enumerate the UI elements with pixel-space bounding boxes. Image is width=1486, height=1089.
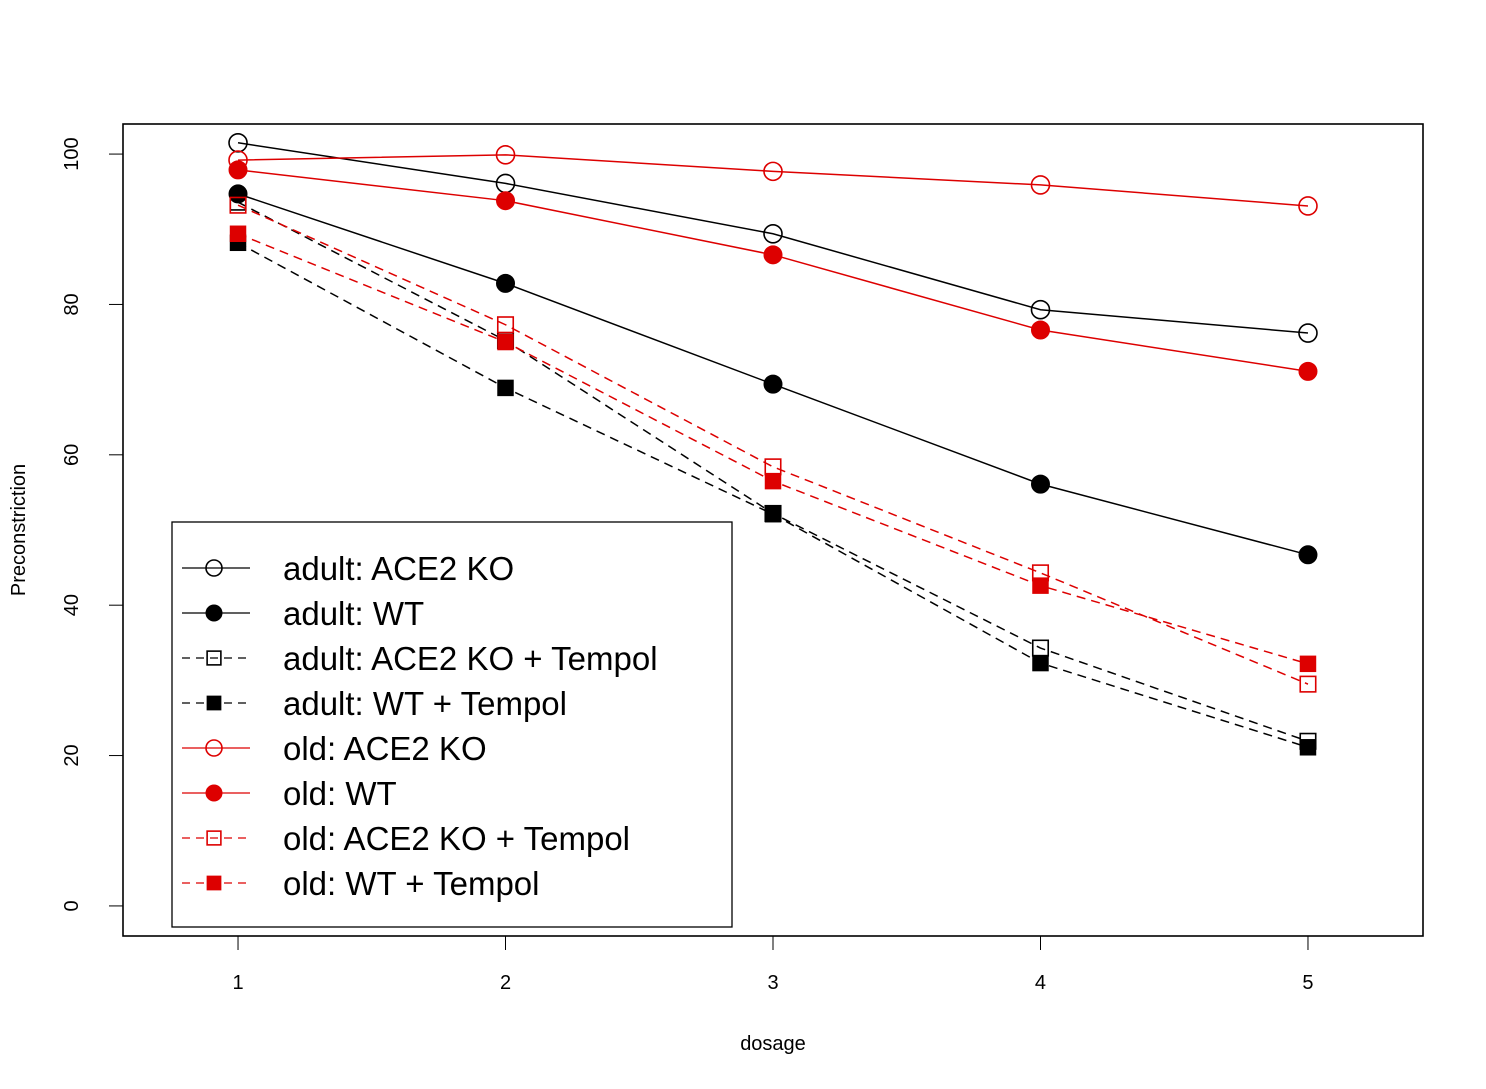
- legend-item: old: ACE2 KO + Tempol: [182, 820, 630, 857]
- y-tick-label: 40: [61, 594, 83, 616]
- data-point-open-circle: [1298, 196, 1318, 216]
- data-point-filled-square: [1299, 739, 1317, 756]
- legend-label: adult: ACE2 KO: [283, 550, 514, 587]
- data-point-filled-square: [1032, 654, 1049, 672]
- data-point-open-circle: [228, 132, 248, 153]
- legend-label: old: ACE2 KO + Tempol: [283, 820, 630, 857]
- data-point-open-circle: [495, 145, 516, 165]
- data-point-open-square: [229, 196, 247, 214]
- data-point-filled-square: [206, 695, 222, 711]
- data-point-open-circle: [205, 739, 223, 757]
- series-adult-ace2-ko: [228, 132, 1318, 343]
- data-point-filled-square: [764, 472, 782, 490]
- y-axis: 0 20 40 60 80 100: [61, 137, 124, 911]
- data-point-filled-square: [229, 225, 247, 243]
- data-point-filled-circle: [763, 374, 783, 394]
- series-adult-wt: [228, 184, 1318, 565]
- data-point-filled-circle: [496, 191, 516, 211]
- data-point-filled-square: [497, 379, 514, 397]
- data-point-open-circle: [1298, 323, 1318, 343]
- data-point-filled-circle: [205, 604, 223, 622]
- data-point-open-square: [206, 650, 222, 666]
- x-axis: 1 2 3 4 5: [232, 935, 1314, 994]
- legend-item: adult: WT: [182, 595, 424, 632]
- legend-item: old: WT: [182, 775, 397, 812]
- legend: adult: ACE2 KO adult: WT adult: ACE2 KO + …: [171, 521, 733, 928]
- y-axis-title: Preconstriction: [8, 464, 30, 596]
- x-axis-title: dosage: [740, 1033, 806, 1055]
- data-point-open-square: [1299, 675, 1317, 693]
- y-tick-label: 100: [61, 137, 83, 170]
- data-point-filled-circle: [1030, 474, 1050, 494]
- y-tick-label: 80: [61, 293, 83, 315]
- series-layer: [228, 132, 1318, 756]
- legend-label: adult: ACE2 KO + Tempol: [283, 640, 658, 677]
- legend-item: adult: WT + Tempol: [182, 685, 567, 722]
- x-tick-label: 1: [232, 972, 243, 994]
- data-point-filled-circle: [205, 784, 223, 802]
- legend-item: old: ACE2 KO: [182, 730, 487, 767]
- data-point-open-circle: [763, 223, 783, 244]
- legend-label: adult: WT: [283, 595, 424, 632]
- data-point-open-square: [496, 316, 515, 334]
- legend-label: old: WT + Tempol: [283, 865, 539, 902]
- series-line: [237, 142, 1309, 334]
- legend-item: old: WT + Tempol: [182, 865, 539, 902]
- x-tick-label: 5: [1302, 972, 1313, 994]
- data-point-filled-square: [206, 875, 222, 891]
- y-tick-label: 20: [61, 744, 83, 766]
- x-tick-label: 2: [500, 972, 511, 994]
- series-old-wt: [228, 160, 1318, 381]
- data-point-open-circle: [495, 173, 516, 194]
- legend-item: adult: ACE2 KO + Tempol: [182, 640, 658, 677]
- legend-item: adult: ACE2 KO: [182, 550, 514, 587]
- x-tick-label: 4: [1035, 972, 1046, 994]
- data-point-open-circle: [1030, 175, 1051, 195]
- data-point-filled-circle: [1030, 320, 1050, 340]
- data-point-filled-circle: [1298, 361, 1318, 381]
- data-point-open-square: [206, 830, 222, 846]
- series-line: [237, 204, 1309, 685]
- data-point-filled-square: [764, 505, 782, 523]
- data-point-filled-circle: [763, 245, 783, 265]
- data-point-filled-circle: [1298, 545, 1318, 565]
- y-tick-label: 60: [61, 444, 83, 466]
- legend-box: [171, 521, 733, 928]
- data-point-filled-square: [497, 333, 514, 351]
- data-point-filled-circle: [228, 160, 248, 180]
- legend-label: old: ACE2 KO: [283, 730, 487, 767]
- y-tick-label: 0: [61, 900, 83, 911]
- data-point-open-circle: [205, 559, 223, 577]
- series-line: [238, 154, 1309, 207]
- x-tick-label: 3: [767, 972, 778, 994]
- data-point-filled-square: [1299, 655, 1317, 673]
- data-point-open-circle: [763, 161, 783, 182]
- data-point-filled-circle: [496, 273, 516, 293]
- legend-label: adult: WT + Tempol: [283, 685, 567, 722]
- data-point-open-circle: [1030, 299, 1051, 320]
- series-old-wt-tempol: [229, 225, 1317, 673]
- legend-label: old: WT: [283, 775, 397, 812]
- data-point-filled-square: [1032, 577, 1049, 594]
